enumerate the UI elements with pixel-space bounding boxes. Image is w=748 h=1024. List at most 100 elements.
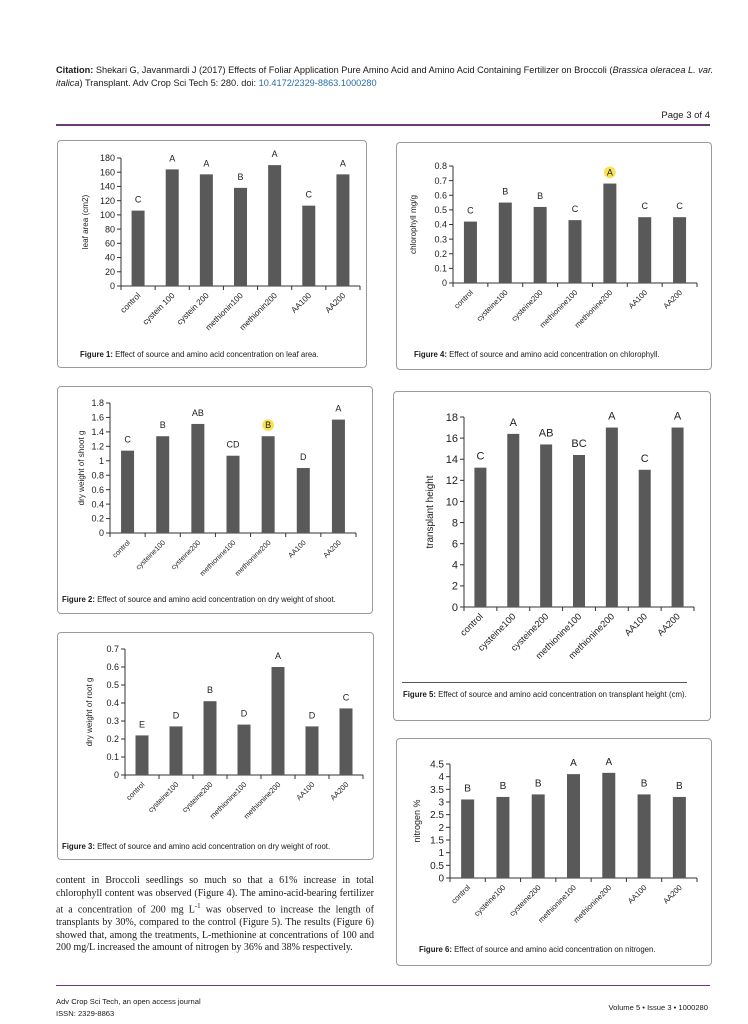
footer-journal-block: Adv Crop Sci Tech, an open access journa… [56,996,201,1020]
letter-highlight [604,166,616,179]
figure-2-caption: Figure 2: Effect of source and amino aci… [62,595,336,604]
significance-letter: C [476,451,484,463]
y-tick-label: 1.2 [91,441,104,451]
x-tick-label: cysteine200 [169,538,202,571]
figure-2-chart: 0 0.2 0.4 0.6 0.8 1 1.2 1.4 1.6 1.8 dry weight of … [77,398,357,578]
x-tick-label: control [119,291,143,315]
significance-letter: B [265,420,271,430]
figure-1-panel: 0 20 40 60 80 100 120 140 160 180 leaf area (cm2) C… [57,140,367,368]
bar [531,794,545,878]
y-tick-label: 40 [105,253,115,263]
significance-letter: A [203,158,209,168]
y-tick-label: 0.4 [91,499,104,509]
y-tick-label: 140 [100,182,115,192]
y-tick-label: 4 [438,772,444,783]
bar [331,419,345,533]
significance-letter: E [139,719,145,729]
figure-6-caption: Figure 6: Effect of source and amino aci… [419,945,656,954]
footer-volume: Volume 5 • Issue 3 • 1000280 [608,1003,708,1012]
significance-letter: B [537,191,543,201]
x-tick-label: AA100 [289,291,313,315]
x-tick-label: cysteine100 [472,883,507,918]
footer-journal: Adv Crop Sci Tech, an open access journa… [56,997,201,1006]
y-tick-label: 0.6 [106,662,119,672]
y-tick-label: 100 [100,210,115,220]
bar [121,450,135,533]
significance-letter: B [500,781,507,792]
citation: Citation: Shekari G, Javanmardi J (2017)… [56,64,716,90]
figure-1-caption-label: Figure 1: [80,350,113,359]
x-tick-label: control [458,611,485,638]
x-tick-label: cysteine200 [180,780,214,814]
bar [261,436,275,533]
bar [203,701,217,775]
doi-link[interactable]: 10.4172/2329-8863.1000280 [258,78,377,88]
x-tick-label: control [124,780,146,802]
y-tick-label: 80 [105,224,115,234]
header-rule [56,124,710,126]
bar [336,174,350,286]
y-tick-label: 0.7 [434,176,447,186]
y-tick-label: 4 [452,560,458,572]
y-axis-label: chlorophyll mg/g [409,195,418,254]
body-text-2: was observed to increase the length of t… [56,904,374,954]
bar [226,455,240,533]
y-tick-label: 2.5 [430,810,444,821]
x-tick-label: control [110,538,132,560]
y-tick-label: 4.5 [430,760,444,771]
significance-letter: C [124,435,131,445]
figure-2-panel: 0 0.2 0.4 0.6 0.8 1 1.2 1.4 1.6 1.8 dry weight of … [57,386,373,614]
y-tick-label: 1.5 [430,836,444,847]
x-tick-label: cysteine100 [475,288,510,323]
x-tick-label: AA100 [627,288,649,310]
y-tick-label: 0.8 [434,161,447,171]
significance-letter: D [241,709,248,719]
figure-6-caption-text: Effect of source and amino acid concentr… [451,945,656,954]
footer-rule [56,985,710,986]
significance-letter: B [502,187,508,197]
figure-3-caption: Figure 3: Effect of source and amino aci… [62,842,330,851]
y-tick-label: 120 [100,196,115,206]
y-tick-label: 0.4 [434,220,447,230]
x-tick-label: cysteine200 [508,883,543,918]
bar [568,220,582,283]
y-tick-label: 0.6 [434,190,447,200]
bar [268,165,282,286]
y-tick-label: 2 [452,581,458,593]
y-axis-label: dry weight of shoot g [77,431,86,506]
x-tick-label: AA100 [286,538,308,560]
x-tick-label: AA100 [626,883,648,905]
significance-letter: C [343,692,350,702]
figure-5-caption: Figure 5: Effect of source and amino aci… [403,689,703,700]
figure-4-panel: 0 0.1 0.2 0.3 0.4 0.5 0.6 0.7 0.8 chlorophyll mg/… [396,142,712,370]
significance-letter: D [173,710,180,720]
significance-letter: A [608,411,616,423]
x-tick-label: cystein 200 [175,291,211,327]
figure-2-caption-text: Effect of source and amino acid concentr… [94,595,336,604]
bar [638,217,652,283]
bar [540,444,553,607]
y-tick-label: 1.4 [91,427,104,437]
bar [673,217,687,283]
significance-letter: C [135,195,142,205]
footer-issn: ISSN: 2329-8863 [56,1009,115,1018]
bar [131,210,145,286]
page-number: Page 3 of 4 [661,110,710,121]
bar [605,427,618,607]
y-tick-label: 0 [114,770,119,780]
significance-letter: B [535,778,542,789]
y-tick-label: 12 [446,475,458,487]
x-tick-label: AA200 [328,780,350,802]
significance-letter: C [641,453,649,465]
significance-letter: A [510,417,518,429]
y-tick-label: 0.3 [106,716,119,726]
significance-letter: D [300,452,307,462]
figure-3-caption-label: Figure 3: [62,842,95,851]
x-tick-label: AA200 [321,538,343,560]
x-tick-label: control [452,288,475,311]
bar [156,436,170,533]
figure-3-panel: 0 0.1 0.2 0.3 0.4 0.5 0.6 0.7 dry weight of root… [57,632,374,860]
significance-letter: A [275,651,281,661]
y-tick-label: 160 [100,167,115,177]
citation-label: Citation: [56,65,94,75]
